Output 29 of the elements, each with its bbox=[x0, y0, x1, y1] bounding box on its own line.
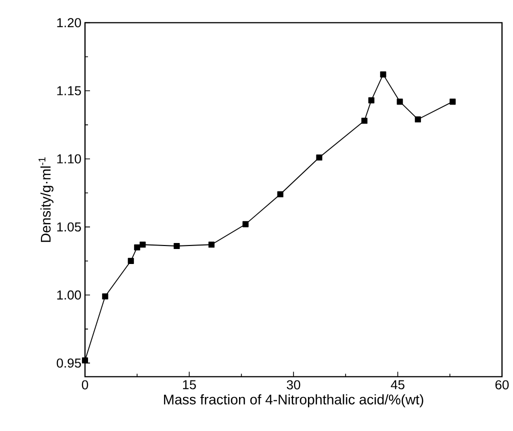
y-tick-label: 1.20 bbox=[57, 18, 81, 28]
point bbox=[134, 244, 140, 250]
y-tick-label: 1.15 bbox=[57, 86, 81, 96]
x-tick-label: 15 bbox=[183, 380, 196, 390]
y-tick-label: 0.95 bbox=[56, 358, 81, 368]
x-tick-label: 45 bbox=[390, 380, 404, 390]
point bbox=[242, 221, 249, 228]
point bbox=[450, 98, 456, 105]
y-tick-label: 1.05 bbox=[57, 222, 81, 232]
y-axis-title: Density/g·ml$^{-1}$ bbox=[38, 157, 54, 242]
point bbox=[174, 242, 180, 250]
x-tick-label: 30 bbox=[286, 380, 300, 390]
point bbox=[208, 242, 215, 248]
x-axis-title: Mass fraction of 4-Nitrophthalic acid/%(wt) bbox=[164, 394, 424, 408]
point bbox=[396, 98, 403, 105]
point bbox=[128, 258, 134, 264]
point bbox=[277, 191, 284, 198]
x-tick-label: 60 bbox=[495, 380, 509, 390]
point bbox=[316, 154, 322, 161]
point bbox=[414, 116, 421, 122]
x-tick-label: 0 bbox=[82, 380, 88, 390]
point bbox=[140, 242, 146, 248]
point bbox=[368, 97, 374, 104]
point bbox=[102, 293, 108, 300]
point bbox=[380, 71, 386, 78]
point bbox=[82, 357, 88, 364]
point bbox=[361, 118, 368, 124]
y-tick-label: 1.10 bbox=[57, 154, 81, 164]
y-tick-label: 1.00 bbox=[57, 290, 81, 300]
